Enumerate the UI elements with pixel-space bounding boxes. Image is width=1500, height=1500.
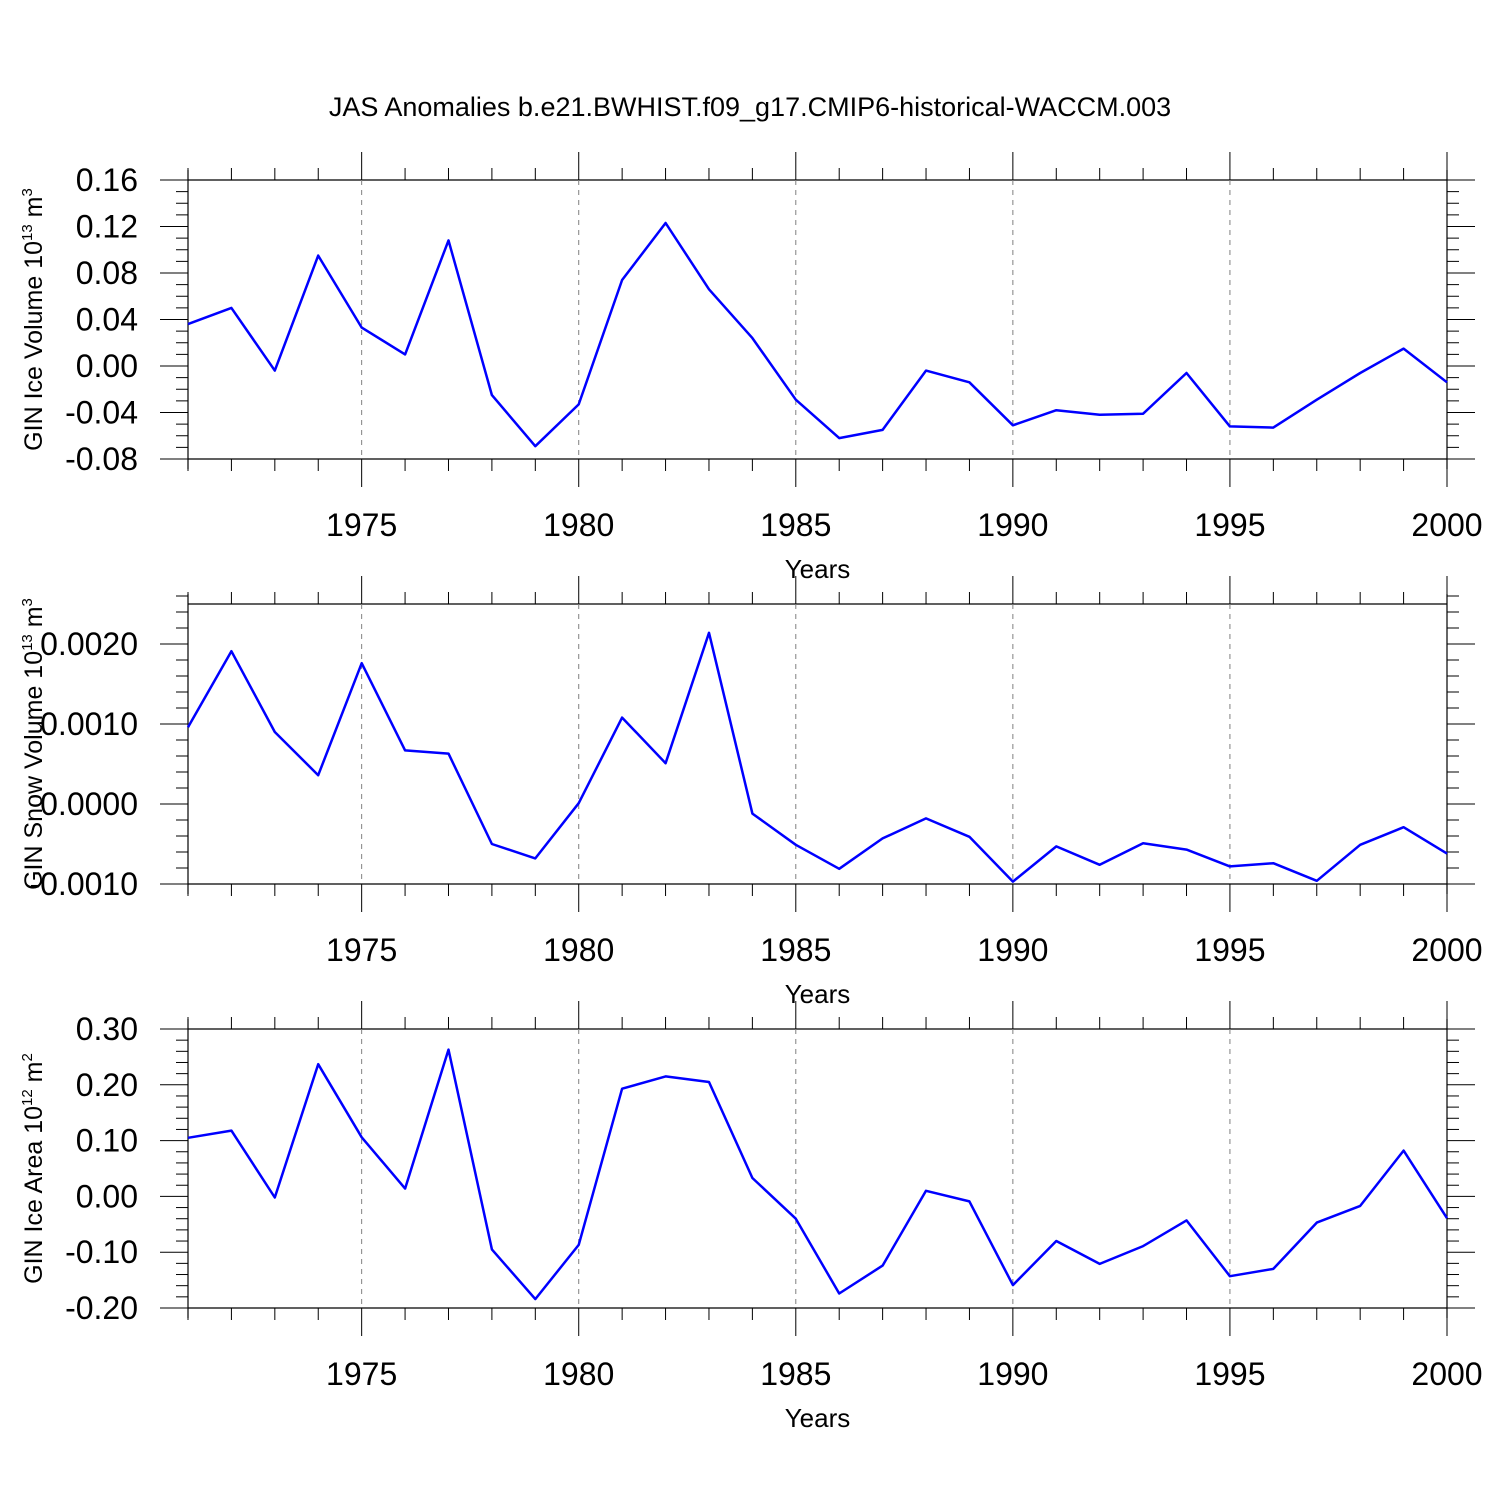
panel-3: 1975 1980 1985 1990 1995 2000 Years 0.30 0.20 0.1… — [19, 1001, 1483, 1433]
y-tick-label: 0.08 — [76, 255, 138, 291]
x-tick-label: 2000 — [1411, 932, 1482, 968]
x-axis-title: Years — [785, 1403, 851, 1433]
series-line — [187, 221, 1448, 448]
y-tick-label: -0.08 — [65, 441, 138, 477]
x-tick-label: 1985 — [760, 1356, 831, 1392]
y-tick-label: 0.0010 — [40, 706, 138, 742]
x-tick-label: 1990 — [977, 1356, 1048, 1392]
x-axis-title: Years — [785, 554, 851, 584]
series-line — [187, 1048, 1449, 1301]
y-tick-label: 0.16 — [76, 162, 138, 198]
chart-title: JAS Anomalies b.e21.BWHIST.f09_g17.CMIP6… — [329, 92, 1171, 122]
x-tick-label: 1990 — [977, 507, 1048, 543]
y-tick-label: 0.10 — [76, 1123, 138, 1159]
x-tick-label: 1975 — [326, 932, 397, 968]
x-tick-label: 1990 — [977, 932, 1048, 968]
x-tick-label: 1975 — [326, 1356, 397, 1392]
y-tick-label: 0.00 — [76, 1178, 138, 1214]
x-tick-label: 2000 — [1411, 507, 1482, 543]
y-axis-title: GIN Snow Volume 1013 m3 — [19, 598, 48, 890]
y-tick-label: 0.04 — [76, 302, 138, 338]
x-tick-label: 1995 — [1194, 932, 1265, 968]
x-tick-label: 1985 — [760, 932, 831, 968]
y-tick-label: 0.00 — [76, 348, 138, 384]
x-tick-label: 1995 — [1194, 1356, 1265, 1392]
x-tick-label: 1975 — [326, 507, 397, 543]
y-tick-label: 0.12 — [76, 209, 138, 245]
x-tick-label: 1980 — [543, 1356, 614, 1392]
y-tick-label: -0.20 — [65, 1290, 138, 1326]
y-tick-label: 0.0000 — [40, 786, 138, 822]
y-tick-label: -0.10 — [65, 1234, 138, 1270]
y-tick-label: 0.0020 — [40, 626, 138, 662]
x-tick-label: 1985 — [760, 507, 831, 543]
panel-1: 1975 1980 1985 1990 1995 2000 Years 0.16 0.12 0.0… — [19, 152, 1483, 584]
x-tick-label: 1980 — [543, 507, 614, 543]
x-tick-label: 2000 — [1411, 1356, 1482, 1392]
y-axis-title: GIN Ice Volume 1013 m3 — [19, 188, 48, 451]
y-tick-label: 0.20 — [76, 1067, 138, 1103]
y-axis-title: GIN Ice Area 1012 m2 — [19, 1053, 48, 1284]
y-tick-label: -0.0010 — [29, 866, 138, 902]
y-tick-label: 0.30 — [76, 1011, 138, 1047]
panel-2: 1975 1980 1985 1990 1995 2000 Years 0.0020 0.001… — [19, 576, 1483, 1009]
x-axis-title: Years — [785, 979, 851, 1009]
series-line — [186, 631, 1448, 883]
x-tick-label: 1995 — [1194, 507, 1265, 543]
y-tick-label: -0.04 — [65, 395, 138, 431]
x-tick-label: 1980 — [543, 932, 614, 968]
